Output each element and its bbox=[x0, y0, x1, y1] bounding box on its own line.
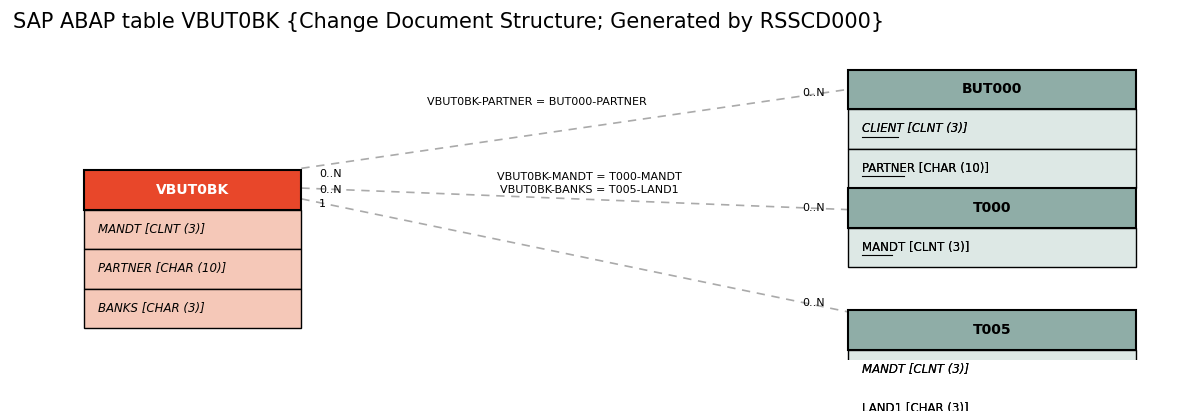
Bar bbox=[84, 210, 302, 249]
Bar bbox=[848, 389, 1137, 411]
Text: 1: 1 bbox=[320, 199, 325, 209]
Text: SAP ABAP table VBUT0BK {Change Document Structure; Generated by RSSCD000}: SAP ABAP table VBUT0BK {Change Document … bbox=[13, 12, 884, 32]
Bar bbox=[848, 350, 1137, 389]
Text: VBUT0BK-MANDT = T000-MANDT: VBUT0BK-MANDT = T000-MANDT bbox=[498, 172, 681, 182]
Text: PARTNER [CHAR (10)]: PARTNER [CHAR (10)] bbox=[862, 162, 989, 175]
Text: BUT000: BUT000 bbox=[962, 82, 1022, 96]
Text: MANDT [CLNT (3)]: MANDT [CLNT (3)] bbox=[862, 363, 969, 376]
Text: 0..N: 0..N bbox=[802, 88, 825, 98]
Text: MANDT [CLNT (3)]: MANDT [CLNT (3)] bbox=[98, 223, 205, 236]
Text: MANDT [CLNT (3)]: MANDT [CLNT (3)] bbox=[862, 241, 970, 254]
Bar bbox=[848, 109, 1137, 149]
Text: LAND1 [CHAR (3)]: LAND1 [CHAR (3)] bbox=[862, 402, 969, 411]
Bar bbox=[848, 69, 1137, 109]
Bar bbox=[848, 228, 1137, 267]
Text: MANDT [CLNT (3)]: MANDT [CLNT (3)] bbox=[862, 363, 969, 376]
Text: VBUT0BK: VBUT0BK bbox=[156, 183, 229, 197]
Text: 0..N: 0..N bbox=[320, 185, 342, 195]
Text: CLIENT [CLNT (3)]: CLIENT [CLNT (3)] bbox=[862, 122, 968, 135]
Text: CLIENT [CLNT (3)]: CLIENT [CLNT (3)] bbox=[862, 122, 968, 135]
Text: LAND1 [CHAR (3)]: LAND1 [CHAR (3)] bbox=[862, 402, 969, 411]
Text: VBUT0BK-PARTNER = BUT000-PARTNER: VBUT0BK-PARTNER = BUT000-PARTNER bbox=[427, 97, 646, 107]
Bar bbox=[84, 170, 302, 210]
Text: VBUT0BK-BANKS = T005-LAND1: VBUT0BK-BANKS = T005-LAND1 bbox=[500, 185, 679, 195]
Text: PARTNER [CHAR (10)]: PARTNER [CHAR (10)] bbox=[862, 162, 989, 175]
Text: 0..N: 0..N bbox=[320, 169, 342, 179]
Text: T000: T000 bbox=[973, 201, 1012, 215]
Bar bbox=[84, 249, 302, 289]
Text: 0..N: 0..N bbox=[802, 298, 825, 308]
Text: 0..N: 0..N bbox=[802, 203, 825, 213]
Text: BANKS [CHAR (3)]: BANKS [CHAR (3)] bbox=[98, 302, 205, 315]
Bar bbox=[848, 149, 1137, 188]
Bar bbox=[84, 289, 302, 328]
Text: PARTNER [CHAR (10)]: PARTNER [CHAR (10)] bbox=[98, 262, 226, 275]
Text: MANDT [CLNT (3)]: MANDT [CLNT (3)] bbox=[862, 241, 970, 254]
Text: T005: T005 bbox=[973, 323, 1012, 337]
Bar bbox=[848, 188, 1137, 228]
Bar bbox=[848, 310, 1137, 350]
